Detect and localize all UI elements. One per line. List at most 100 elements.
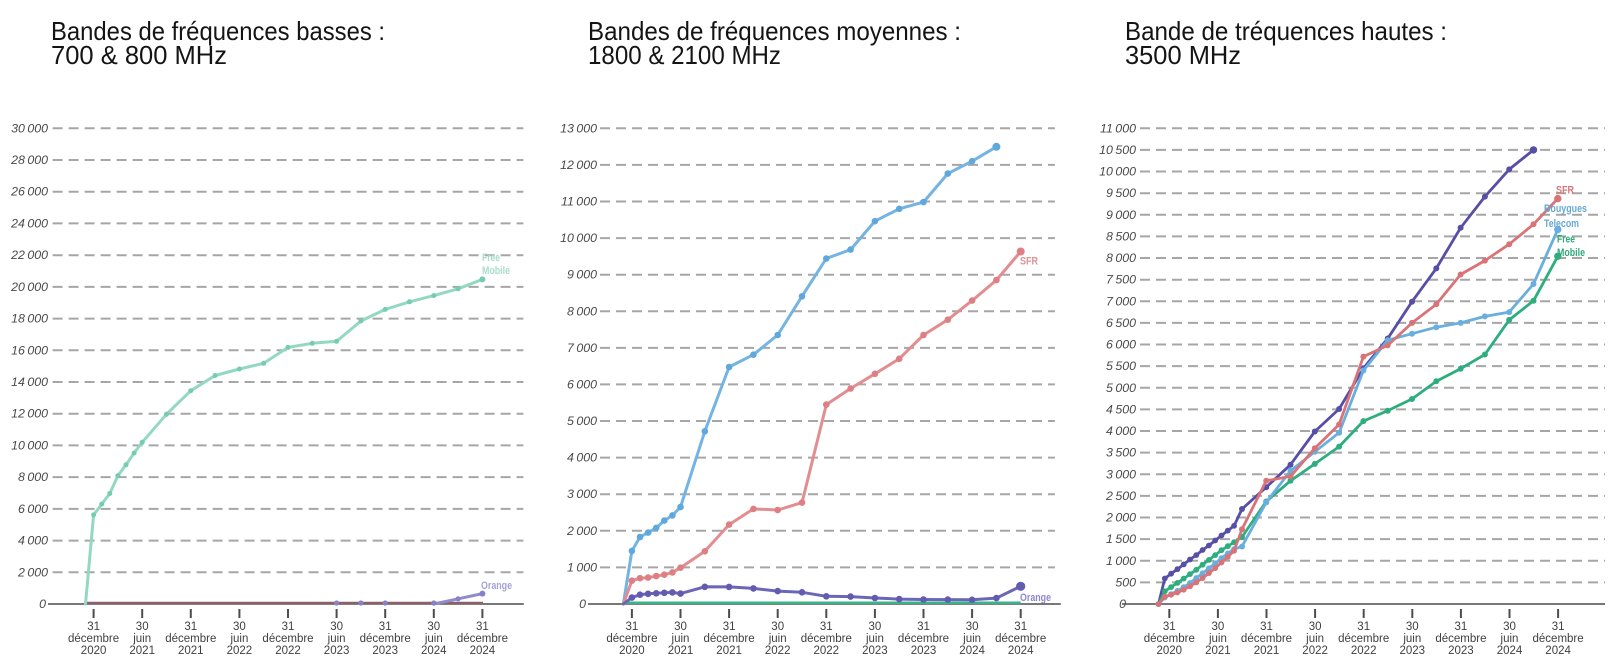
svg-text:10 500: 10 500 (1099, 143, 1136, 157)
svg-text:décembre: décembre (704, 633, 755, 645)
svg-text:2022: 2022 (1351, 645, 1377, 657)
svg-text:26 000: 26 000 (10, 185, 48, 199)
svg-text:Telecom: Telecom (1544, 218, 1579, 230)
svg-text:2021: 2021 (1205, 645, 1231, 657)
svg-text:28 000: 28 000 (10, 153, 48, 167)
svg-text:31: 31 (476, 621, 489, 633)
svg-text:6 000: 6 000 (1106, 338, 1136, 352)
svg-text:SFR: SFR (1020, 256, 1038, 268)
svg-text:décembre: décembre (165, 633, 216, 645)
svg-text:2022: 2022 (227, 645, 253, 657)
svg-text:30: 30 (674, 621, 687, 633)
svg-text:31: 31 (1455, 621, 1468, 633)
svg-text:2024: 2024 (421, 645, 447, 657)
svg-text:2022: 2022 (275, 645, 301, 657)
svg-text:30: 30 (136, 621, 149, 633)
svg-text:2020: 2020 (81, 645, 107, 657)
svg-text:Bande de tréquences hautes :: Bande de tréquences hautes : (1125, 16, 1447, 46)
svg-text:30: 30 (1212, 621, 1225, 633)
svg-text:décembre: décembre (801, 633, 852, 645)
svg-text:juin: juin (671, 633, 690, 645)
svg-text:2022: 2022 (814, 645, 840, 657)
svg-text:Bandes de fréquences basses :: Bandes de fréquences basses : (51, 16, 385, 46)
svg-text:700 & 800 MHz: 700 & 800 MHz (51, 40, 227, 70)
svg-text:6 000: 6 000 (567, 377, 597, 391)
svg-text:12 000: 12 000 (560, 158, 597, 172)
svg-text:2022: 2022 (1302, 645, 1328, 657)
svg-text:juin: juin (327, 633, 346, 645)
svg-text:10 000: 10 000 (11, 438, 48, 452)
svg-text:2020: 2020 (619, 645, 645, 657)
svg-text:Mobile: Mobile (482, 265, 510, 277)
svg-text:décembre: décembre (1533, 633, 1584, 645)
svg-text:juin: juin (1305, 633, 1324, 645)
svg-text:2 000: 2 000 (1105, 511, 1136, 525)
svg-text:SFR: SFR (1556, 184, 1574, 196)
svg-text:8 000: 8 000 (18, 470, 48, 484)
svg-text:2024: 2024 (1008, 645, 1034, 657)
svg-text:31: 31 (184, 621, 197, 633)
svg-text:2024: 2024 (1545, 645, 1571, 657)
svg-text:Orange: Orange (481, 580, 512, 592)
svg-text:30: 30 (869, 621, 882, 633)
svg-text:1 000: 1 000 (1106, 554, 1136, 568)
svg-text:2 000: 2 000 (17, 565, 48, 579)
svg-text:8 500: 8 500 (1106, 229, 1136, 243)
svg-text:juin: juin (229, 633, 248, 645)
svg-text:22 000: 22 000 (10, 248, 48, 262)
svg-text:0: 0 (579, 597, 586, 611)
svg-text:Free: Free (1557, 234, 1575, 246)
svg-text:1 500: 1 500 (1106, 532, 1136, 546)
svg-text:décembre: décembre (1338, 633, 1389, 645)
svg-text:2021: 2021 (129, 645, 155, 657)
svg-text:3500 MHz: 3500 MHz (1125, 40, 1241, 70)
svg-text:Mobile: Mobile (1557, 247, 1585, 259)
svg-text:6 000: 6 000 (18, 502, 48, 516)
svg-text:11 000: 11 000 (1100, 121, 1136, 135)
svg-text:2 000: 2 000 (566, 524, 597, 538)
svg-text:30: 30 (1503, 621, 1516, 633)
svg-text:10 000: 10 000 (560, 231, 597, 245)
svg-text:Bandes de fréquences moyennes: Bandes de fréquences moyennes : (588, 16, 961, 46)
svg-text:31: 31 (1014, 621, 1027, 633)
svg-text:30 000: 30 000 (11, 121, 48, 135)
svg-text:5 500: 5 500 (1106, 359, 1136, 373)
svg-text:décembre: décembre (995, 633, 1046, 645)
svg-text:2024: 2024 (1497, 645, 1523, 657)
svg-text:31: 31 (626, 621, 639, 633)
svg-text:4 000: 4 000 (18, 534, 48, 548)
svg-text:3 000: 3 000 (1106, 467, 1136, 481)
svg-text:juin: juin (424, 633, 443, 645)
svg-text:30: 30 (1406, 621, 1419, 633)
svg-text:Free: Free (482, 252, 500, 264)
svg-text:0: 0 (39, 597, 46, 611)
svg-text:30: 30 (1309, 621, 1322, 633)
svg-text:2023: 2023 (862, 645, 888, 657)
svg-text:décembre: décembre (262, 633, 313, 645)
svg-text:5 000: 5 000 (1106, 381, 1136, 395)
svg-text:30: 30 (233, 621, 246, 633)
svg-text:2021: 2021 (1254, 645, 1280, 657)
svg-text:20 000: 20 000 (10, 280, 48, 294)
svg-text:décembre: décembre (1435, 633, 1486, 645)
svg-text:Orange: Orange (1020, 592, 1051, 604)
svg-text:14 000: 14 000 (11, 375, 48, 389)
svg-text:2024: 2024 (959, 645, 985, 657)
svg-text:30: 30 (330, 621, 343, 633)
svg-text:juin: juin (768, 633, 787, 645)
svg-text:30: 30 (966, 621, 979, 633)
svg-text:11 000: 11 000 (561, 195, 597, 209)
svg-text:31: 31 (820, 621, 833, 633)
svg-text:2023: 2023 (1448, 645, 1474, 657)
svg-text:4 000: 4 000 (567, 451, 597, 465)
svg-text:4 500: 4 500 (1106, 402, 1136, 416)
svg-text:décembre: décembre (457, 633, 508, 645)
svg-text:1 000: 1 000 (567, 560, 597, 574)
svg-text:8 000: 8 000 (567, 304, 597, 318)
svg-text:3 500: 3 500 (1106, 446, 1136, 460)
svg-text:6 500: 6 500 (1106, 316, 1136, 330)
svg-text:juin: juin (1402, 633, 1421, 645)
svg-text:16 000: 16 000 (11, 343, 48, 357)
svg-text:2022: 2022 (765, 645, 791, 657)
svg-text:juin: juin (865, 633, 884, 645)
